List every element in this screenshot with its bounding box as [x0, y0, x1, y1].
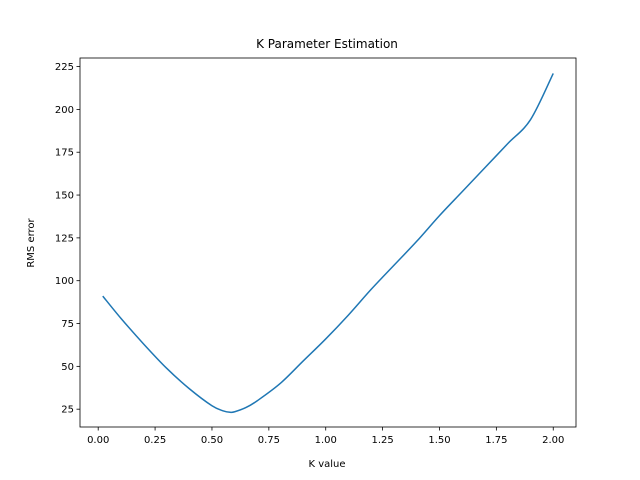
x-tick-label: 0.50 [201, 435, 223, 446]
y-tick-label: 25 [61, 405, 74, 416]
x-tick-label: 0.00 [87, 435, 109, 446]
x-tick-label: 0.25 [144, 435, 166, 446]
x-tick-label: 1.00 [315, 435, 337, 446]
plot-area [79, 57, 577, 428]
x-tick-label: 2.00 [542, 435, 564, 446]
y-tick-label: 100 [55, 276, 74, 287]
y-tick-label: 150 [55, 191, 74, 202]
y-tick-label: 50 [61, 362, 74, 373]
x-tick-label: 1.50 [428, 435, 450, 446]
x-tick-label: 1.75 [485, 435, 507, 446]
y-axis-label: RMS error [26, 217, 37, 267]
y-tick-label: 125 [55, 233, 74, 244]
chart-title: K Parameter Estimation [256, 37, 398, 51]
plot-frame [79, 57, 577, 428]
y-tick-label: 200 [55, 105, 74, 116]
y-axis: 25 50 75 100 125 150 175 200 225 [55, 62, 80, 416]
y-tick-label: 225 [55, 62, 74, 73]
x-axis: 0.00 0.25 0.50 0.75 1.00 1.25 1.50 1.75 2.00 [87, 427, 564, 446]
y-tick-label: 75 [61, 319, 74, 330]
x-axis-label: K value [308, 459, 345, 470]
x-tick-label: 0.75 [258, 435, 280, 446]
series-line-0 [102, 73, 554, 414]
y-tick-label: 175 [55, 148, 74, 159]
series-layer [102, 73, 554, 414]
x-tick-label: 1.25 [371, 435, 393, 446]
